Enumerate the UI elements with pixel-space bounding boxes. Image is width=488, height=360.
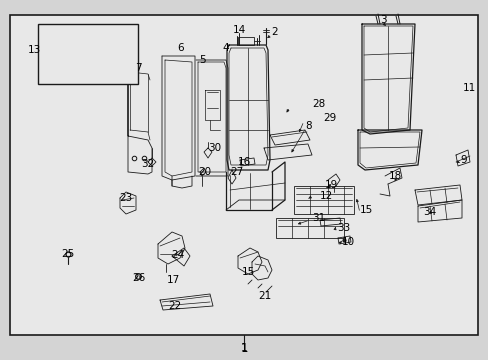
Text: 22: 22	[168, 301, 181, 311]
Text: 5: 5	[198, 55, 205, 65]
Text: 25: 25	[61, 249, 75, 259]
Text: 12: 12	[319, 191, 332, 201]
Text: 32: 32	[141, 159, 154, 169]
Text: 21: 21	[258, 291, 271, 301]
Text: 1: 1	[240, 342, 247, 355]
Text: 10: 10	[341, 237, 354, 247]
Text: 13: 13	[27, 45, 41, 55]
Text: 17: 17	[166, 275, 179, 285]
Text: 9: 9	[459, 155, 466, 165]
Text: 1: 1	[240, 343, 247, 353]
Text: 15: 15	[359, 205, 372, 215]
Bar	[275, 218, 343, 238]
Text: 23: 23	[119, 193, 132, 203]
Text: 31: 31	[311, 213, 325, 223]
Text: 27: 27	[230, 167, 243, 177]
Bar	[10, 15, 477, 335]
Text: 33: 33	[336, 223, 349, 233]
Text: 11: 11	[462, 83, 475, 93]
Text: 7: 7	[134, 63, 141, 73]
Text: 34: 34	[423, 207, 436, 217]
Text: 8: 8	[305, 121, 311, 131]
Bar	[238, 37, 253, 45]
Text: 16: 16	[237, 157, 250, 167]
Text: 28: 28	[311, 99, 325, 109]
Text: 20: 20	[198, 167, 211, 177]
Text: 19: 19	[325, 180, 338, 190]
Bar	[38, 24, 138, 84]
Text: 14: 14	[232, 25, 245, 35]
Text: 3: 3	[379, 15, 386, 25]
Text: 30: 30	[208, 143, 221, 153]
Text: 29: 29	[323, 113, 336, 123]
Text: 2: 2	[270, 27, 277, 37]
Text: 4: 4	[222, 43, 229, 53]
Bar	[293, 186, 353, 214]
Text: 24: 24	[171, 250, 184, 260]
Text: 6: 6	[177, 43, 184, 53]
Text: 26: 26	[132, 273, 145, 283]
Text: 15: 15	[241, 267, 254, 277]
Text: 18: 18	[387, 171, 401, 181]
